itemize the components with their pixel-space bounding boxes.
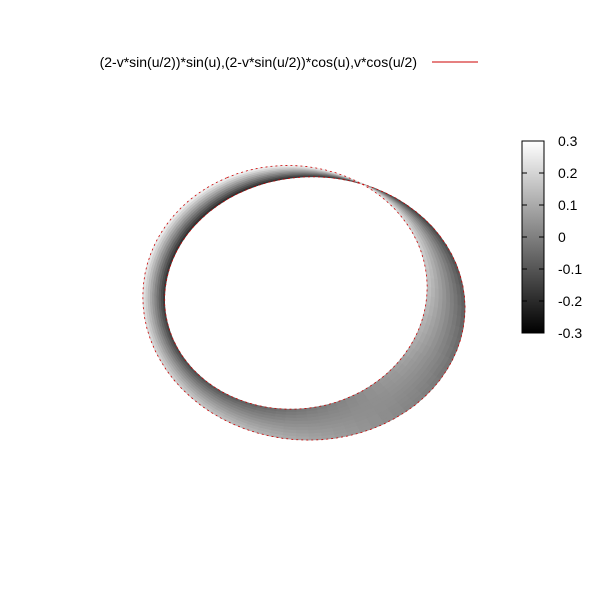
colorbar-tick-label: 0 [558,229,566,245]
colorbar-tick-label: 0.1 [558,197,578,213]
legend-label: (2-v*sin(u/2))*sin(u),(2-v*sin(u/2))*cos… [100,54,417,70]
surface-facet [286,408,298,413]
mobius-surface [142,165,466,441]
legend: (2-v*sin(u/2))*sin(u),(2-v*sin(u/2))*cos… [100,54,478,70]
colorbar-tick-label: -0.2 [558,293,582,309]
surface-facet [295,427,309,431]
surface-facet [452,292,458,306]
surface-facet [437,289,443,301]
surface-facet [426,286,432,298]
colorbar: 0.3 0.2 0.1 0 -0.1 -0.2 -0.3 [521,133,582,341]
colorbar-tick-label: -0.1 [558,261,582,277]
colorbar-ticks: 0.3 0.2 0.1 0 -0.1 -0.2 -0.3 [522,133,582,341]
surface-facet [295,417,308,422]
surface-facet [430,287,435,299]
surface-edge [142,176,466,441]
surface-facet [142,284,146,299]
surface-facet [295,423,309,428]
surface-facet [445,291,451,303]
surface-facet [308,436,323,441]
colorbar-tick-label: 0.2 [558,165,578,181]
surface-facet [434,288,439,300]
surface-facet [441,290,447,302]
surface-facet [449,291,454,305]
colorbar-tick-label: -0.3 [558,325,582,341]
surface-edge [164,165,428,410]
colorbar-tick-label: 0.3 [558,133,578,149]
surface-facet [295,420,309,425]
surface-facet [295,430,309,435]
